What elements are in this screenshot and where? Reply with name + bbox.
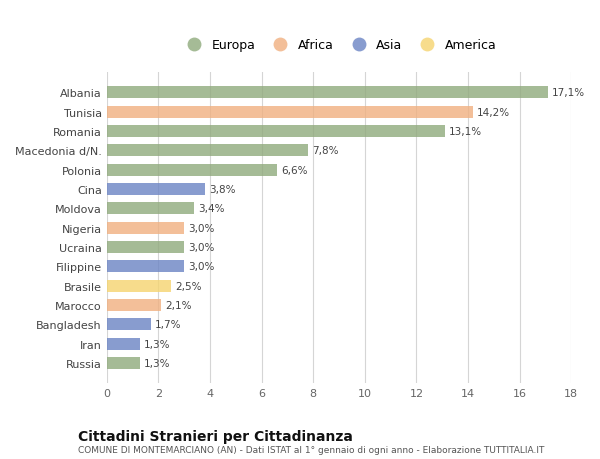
Text: COMUNE DI MONTEMARCIANO (AN) - Dati ISTAT al 1° gennaio di ogni anno - Elaborazi: COMUNE DI MONTEMARCIANO (AN) - Dati ISTA… <box>78 445 544 454</box>
Bar <box>107 126 445 138</box>
Text: 1,3%: 1,3% <box>144 358 170 368</box>
Bar <box>107 261 184 273</box>
Bar <box>107 164 277 176</box>
Bar <box>107 319 151 330</box>
Text: 6,6%: 6,6% <box>281 165 307 175</box>
Text: 17,1%: 17,1% <box>552 88 585 98</box>
Text: 13,1%: 13,1% <box>449 127 482 137</box>
Bar <box>107 299 161 311</box>
Text: 1,3%: 1,3% <box>144 339 170 349</box>
Text: Cittadini Stranieri per Cittadinanza: Cittadini Stranieri per Cittadinanza <box>78 429 353 443</box>
Bar <box>107 241 184 253</box>
Bar <box>107 106 473 118</box>
Text: 2,5%: 2,5% <box>175 281 202 291</box>
Text: 7,8%: 7,8% <box>312 146 338 156</box>
Bar <box>107 203 194 215</box>
Text: 1,7%: 1,7% <box>154 319 181 330</box>
Text: 3,8%: 3,8% <box>209 185 235 195</box>
Bar <box>107 338 140 350</box>
Bar <box>107 280 171 292</box>
Text: 3,0%: 3,0% <box>188 242 214 252</box>
Text: 3,4%: 3,4% <box>199 204 225 214</box>
Bar <box>107 184 205 196</box>
Text: 2,1%: 2,1% <box>165 300 191 310</box>
Bar <box>107 145 308 157</box>
Text: 3,0%: 3,0% <box>188 262 214 272</box>
Text: 14,2%: 14,2% <box>477 107 510 118</box>
Bar <box>107 87 548 99</box>
Bar <box>107 357 140 369</box>
Legend: Europa, Africa, Asia, America: Europa, Africa, Asia, America <box>181 39 497 52</box>
Bar <box>107 222 184 234</box>
Text: 3,0%: 3,0% <box>188 223 214 233</box>
